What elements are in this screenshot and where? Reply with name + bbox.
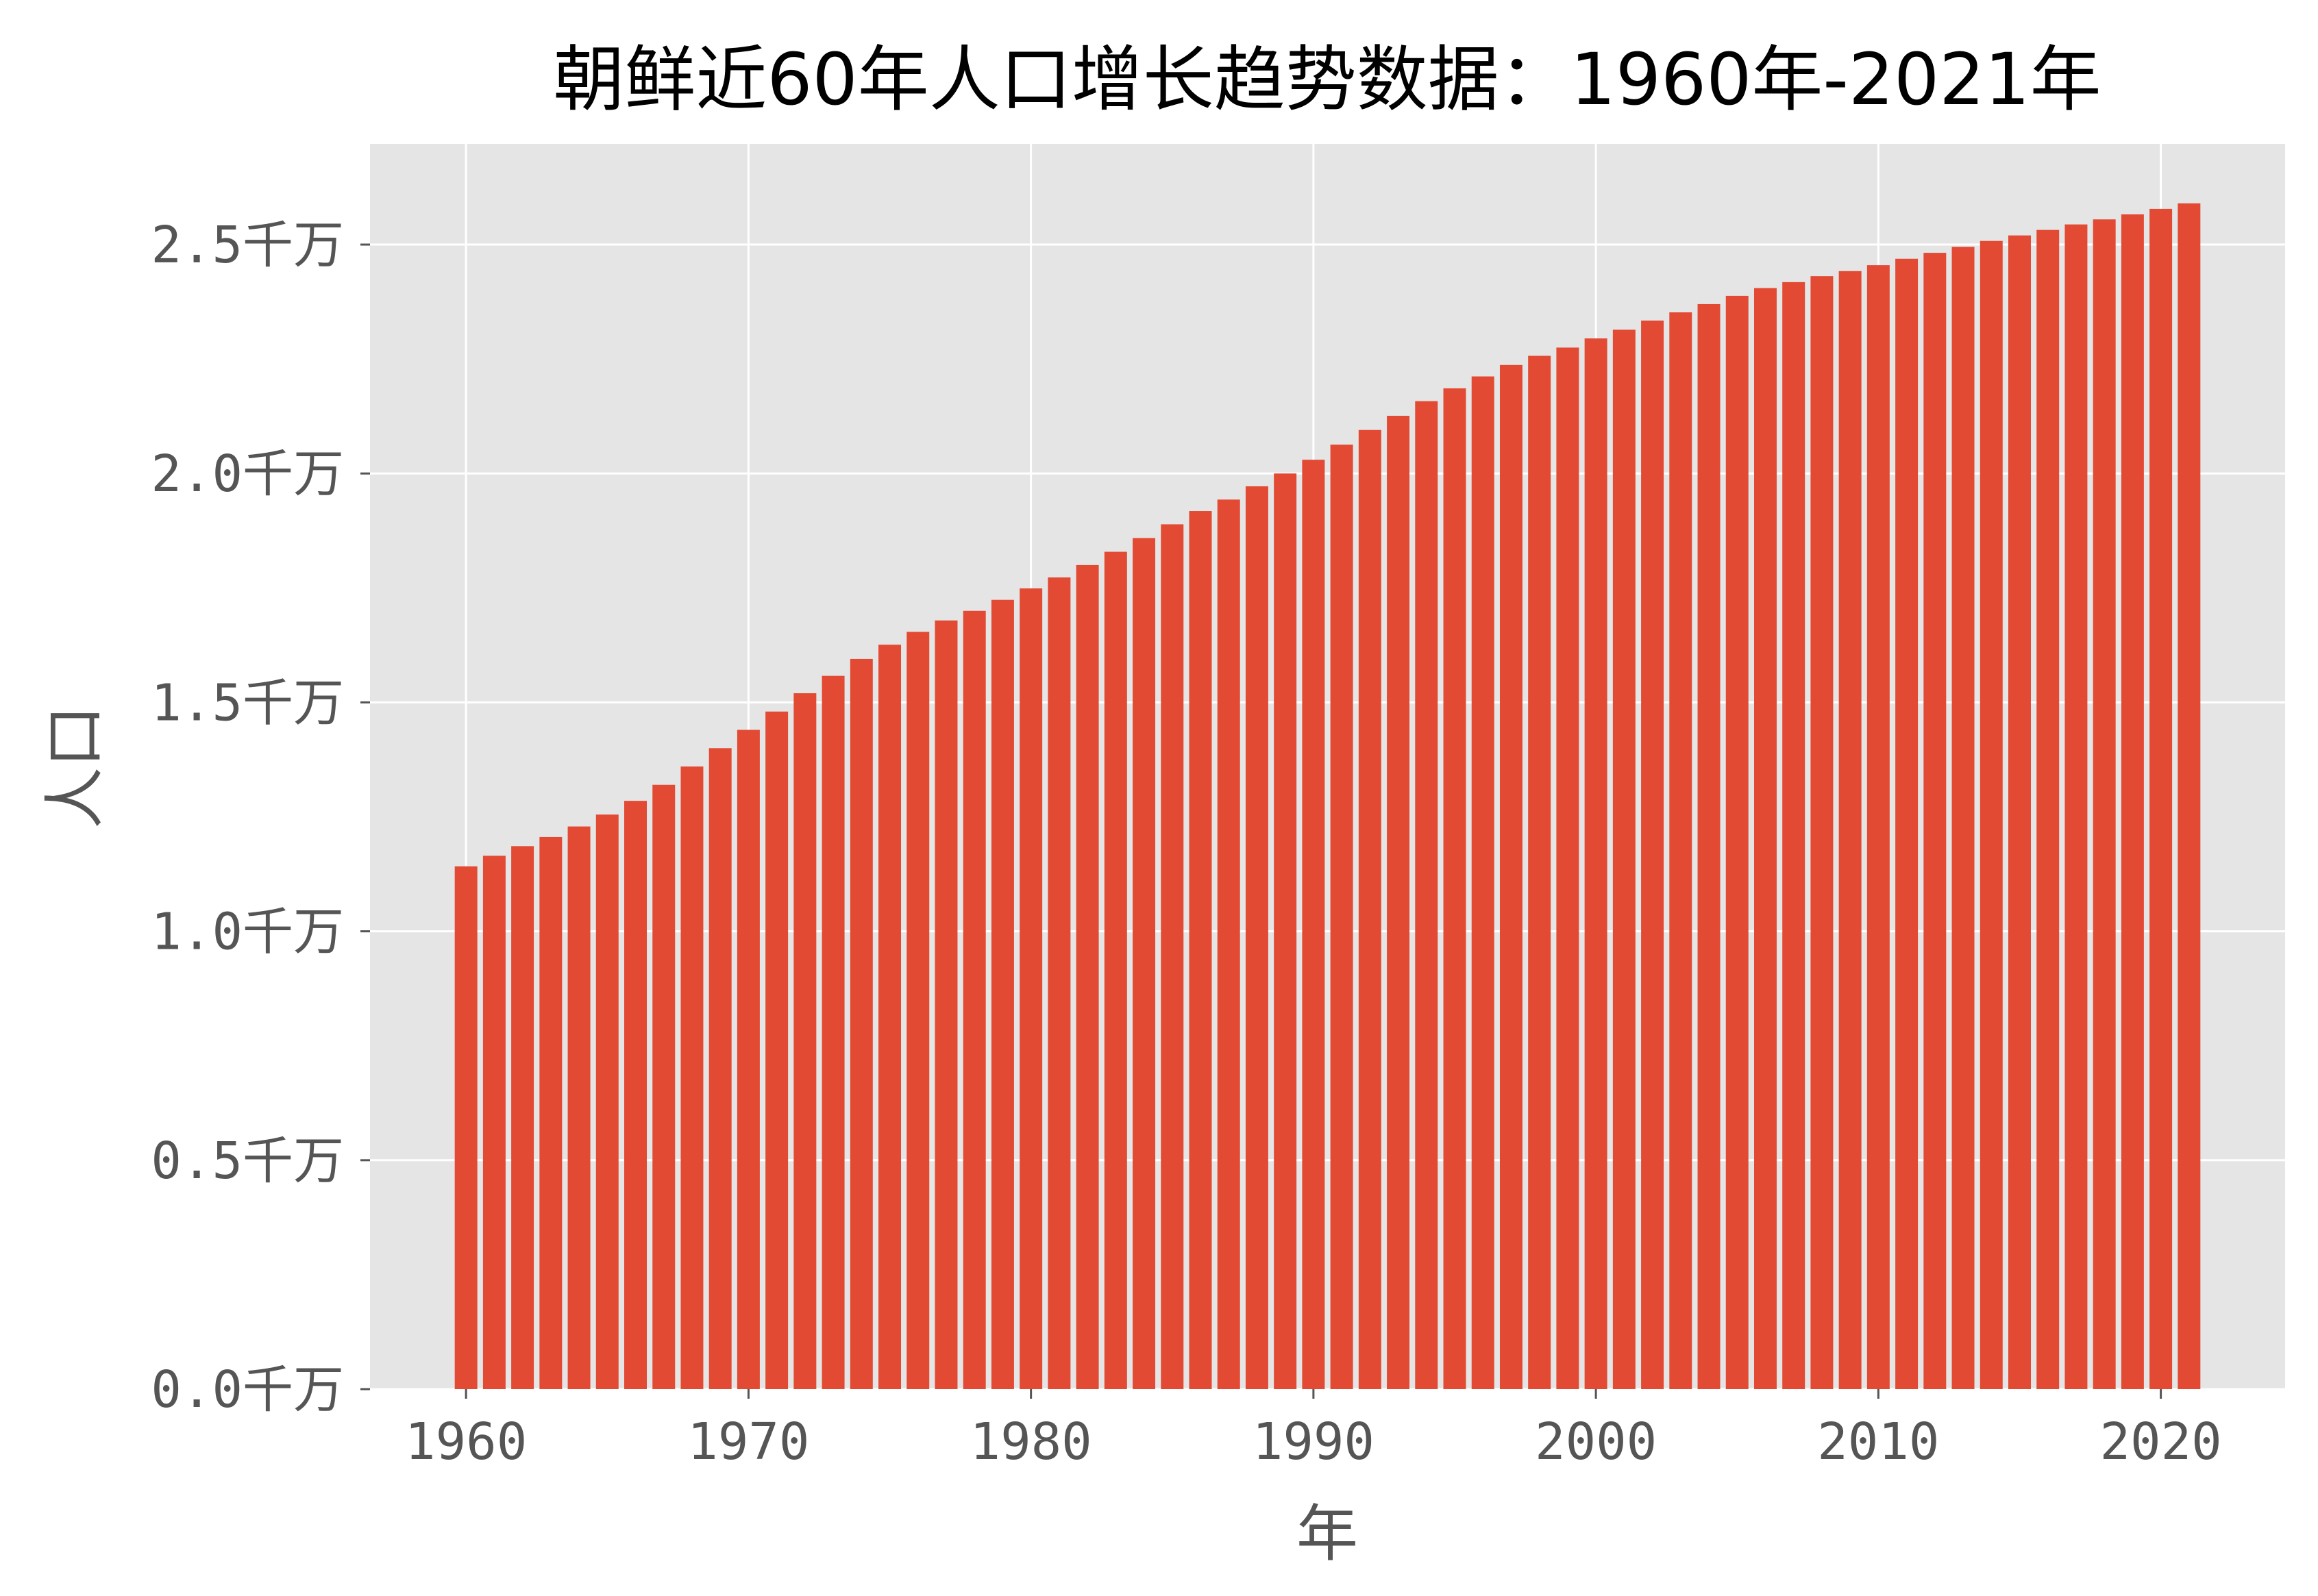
bar-1999 [1556, 347, 1579, 1390]
bar-1986 [1189, 511, 1212, 1389]
bar-2008 [1810, 276, 1834, 1389]
bar-2015 [2008, 235, 2031, 1390]
bar-1963 [539, 836, 563, 1389]
x-tick-label: 2020 [2100, 1412, 2222, 1471]
bar-1964 [567, 826, 591, 1389]
bar-2014 [1980, 240, 2003, 1390]
bar-1989 [1274, 473, 1297, 1389]
bar-1974 [850, 658, 873, 1390]
bar-1973 [822, 675, 845, 1390]
bar-1981 [1048, 577, 1071, 1390]
bar-1975 [878, 645, 902, 1390]
bar-1977 [935, 620, 958, 1389]
bar-1997 [1499, 364, 1522, 1389]
bar-1965 [595, 814, 619, 1389]
bar-2001 [1612, 329, 1636, 1389]
bar-2000 [1584, 338, 1607, 1389]
bar-2002 [1641, 321, 1664, 1389]
y-axis-label: 人口 [39, 706, 111, 829]
bar-1969 [708, 748, 732, 1389]
x-tick-label: 1970 [687, 1412, 809, 1471]
bar-1961 [482, 856, 506, 1389]
bar-2021 [2178, 203, 2201, 1389]
bar-2006 [1753, 288, 1777, 1389]
bar-2005 [1725, 295, 1749, 1389]
y-tick-label: 2.5千万 [151, 216, 344, 275]
bar-1996 [1471, 376, 1494, 1389]
bar-2016 [2036, 229, 2060, 1389]
x-tick-label: 2000 [1535, 1412, 1657, 1471]
bar-1980 [1020, 588, 1043, 1389]
bar-1982 [1076, 564, 1099, 1390]
bar-1988 [1245, 486, 1268, 1390]
x-tick-label: 1990 [1253, 1412, 1374, 1471]
x-tick-label: 1980 [970, 1412, 1092, 1471]
bar-1985 [1161, 524, 1184, 1390]
bar-2012 [1923, 253, 1947, 1390]
bar-1960 [454, 866, 478, 1389]
bar-2003 [1669, 312, 1692, 1390]
bar-1992 [1358, 429, 1381, 1389]
y-tick-label: 1.5千万 [151, 673, 344, 732]
bar-2007 [1782, 282, 1805, 1390]
x-axis: 1960 1970 1980 1990 2000 2010 2020 [405, 1389, 2222, 1471]
bar-1971 [765, 711, 789, 1389]
bars [454, 203, 2201, 1390]
bar-2010 [1866, 265, 1890, 1389]
bar-2009 [1838, 271, 1862, 1389]
bar-1962 [511, 846, 534, 1389]
bar-2017 [2064, 224, 2088, 1389]
bar-1987 [1217, 499, 1240, 1389]
bar-2018 [2093, 219, 2116, 1389]
bar-1990 [1302, 460, 1325, 1390]
bar-1979 [991, 599, 1014, 1390]
bar-2013 [1951, 247, 1975, 1389]
x-tick-label: 1960 [405, 1412, 527, 1471]
bar-1966 [624, 801, 647, 1389]
bar-1991 [1330, 445, 1353, 1389]
x-tick-label: 2010 [1817, 1412, 1939, 1471]
bar-2020 [2149, 208, 2173, 1389]
y-tick-label: 2.0千万 [151, 445, 344, 503]
x-axis-label: 年 [1296, 1498, 1358, 1570]
bar-2011 [1895, 258, 1919, 1389]
y-tick-label: 0.5千万 [151, 1132, 344, 1190]
bar-2019 [2121, 214, 2144, 1390]
bar-1998 [1528, 356, 1551, 1390]
bar-1995 [1443, 388, 1466, 1390]
bar-1993 [1387, 416, 1410, 1389]
bar-2004 [1697, 303, 1721, 1390]
bar-1967 [652, 784, 676, 1389]
chart-title: 朝鲜近60年人口增长趋势数据：1960年-2021年 [553, 38, 2101, 121]
y-tick-label: 0.0千万 [151, 1360, 344, 1419]
bar-1968 [680, 766, 704, 1389]
bar-1984 [1133, 538, 1156, 1389]
bar-1983 [1104, 551, 1127, 1389]
bar-1970 [737, 730, 760, 1389]
bar-1994 [1415, 401, 1438, 1389]
y-axis: 0.0千万 0.5千万 1.0千万 1.5千万 2.0千万 2.5千万 [151, 216, 370, 1419]
bar-1978 [963, 610, 986, 1389]
bar-1972 [793, 693, 817, 1389]
bar-1976 [907, 632, 930, 1389]
y-tick-label: 1.0千万 [151, 903, 344, 962]
